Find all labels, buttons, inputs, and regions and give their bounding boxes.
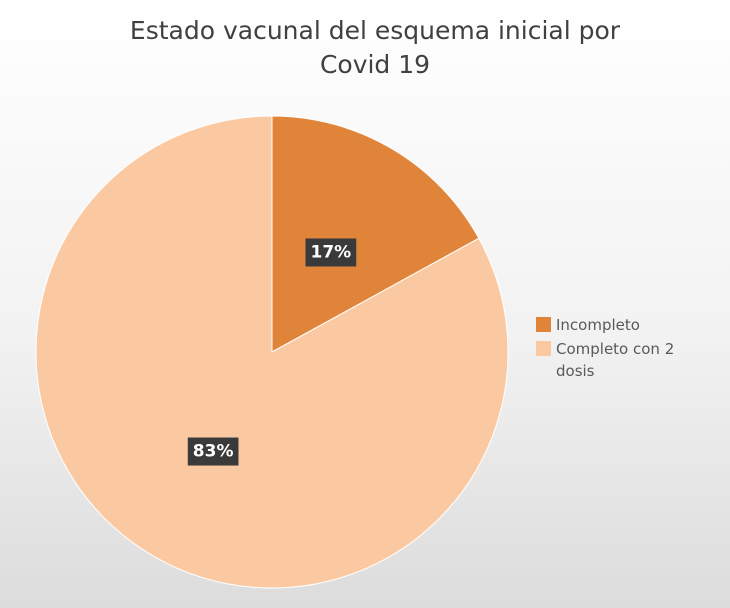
legend: Incompleto Completo con 2 dosis bbox=[536, 314, 716, 384]
legend-entry: Completo con 2 dosis bbox=[536, 338, 716, 382]
data-label-box bbox=[305, 238, 357, 267]
data-label: 17% bbox=[311, 242, 352, 262]
legend-swatch bbox=[536, 317, 551, 332]
legend-label: Incompleto bbox=[556, 316, 640, 334]
pie-slice bbox=[271, 115, 480, 353]
legend-label: Completo con 2 dosis bbox=[556, 340, 675, 380]
pie-slice bbox=[35, 115, 509, 589]
chart-title: Estado vacunal del esquema inicial por C… bbox=[129, 16, 621, 79]
legend-swatch bbox=[536, 341, 551, 356]
legend-entry: Incompleto bbox=[536, 314, 716, 336]
data-label: 83% bbox=[193, 442, 234, 462]
data-label-box bbox=[187, 437, 239, 466]
